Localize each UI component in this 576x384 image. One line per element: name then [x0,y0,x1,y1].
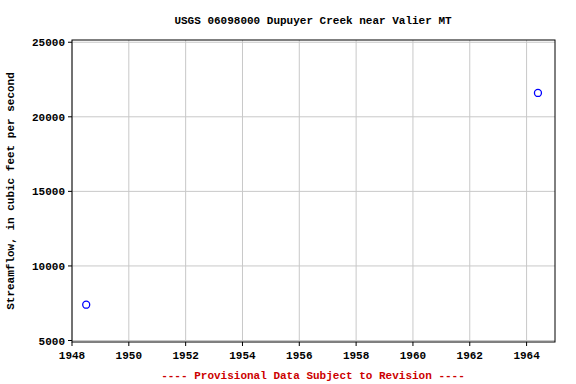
x-tick-label: 1952 [172,350,198,362]
background [0,0,576,384]
plot-frame [72,40,555,342]
data-point [83,301,90,308]
x-tick [128,342,129,346]
x-tick [185,342,186,346]
x-tick-label: 1954 [229,350,256,362]
x-tick [242,342,243,346]
x-tick-label: 1948 [59,350,86,362]
axes: 1948 1950 1952 1954 1956 1958 1960 1962 1964 5000… [32,37,540,362]
y-tick [68,42,72,43]
y-grid-line [72,116,555,117]
annotation: ---- Provisional Data Subject to Revisio… [161,370,465,382]
x-tick [412,342,413,346]
y-tick-label: 5000 [39,336,65,348]
x-tick-label: 1960 [400,350,426,362]
y-tick-label: 20000 [32,112,65,124]
x-tick [356,342,357,346]
x-tick-label: 1950 [116,350,142,362]
y-tick [68,116,72,117]
points [83,89,542,308]
x-tick-label: 1956 [286,350,312,362]
y-grid-line [72,42,555,43]
grid [72,40,555,342]
y-tick [68,265,72,266]
chart-container: 1948 1950 1952 1954 1956 1958 1960 1962 1964 5000… [0,0,576,384]
y-tick [68,340,72,341]
chart-svg: 1948 1950 1952 1954 1956 1958 1960 1962 1964 5000… [0,0,576,384]
title: USGS 06098000 Dupuyer Creek near Valier … [174,15,452,27]
x-tick [299,342,300,346]
y-tick-label: 15000 [32,186,65,198]
x-tick-label: 1962 [457,350,483,362]
y-axis-label: Streamflow, in cubic feet per second [5,72,17,310]
x-tick [72,342,73,346]
y-grid-line [72,265,555,266]
x-tick-label: 1964 [513,350,540,362]
y-grid-line [72,340,555,341]
y-grid-line [72,191,555,192]
y-tick-label: 10000 [32,261,65,273]
x-tick [526,342,527,346]
x-tick [469,342,470,346]
y-tick [68,191,72,192]
data-point [534,89,541,96]
y-tick-label: 25000 [32,37,65,49]
x-tick-label: 1958 [343,350,370,362]
